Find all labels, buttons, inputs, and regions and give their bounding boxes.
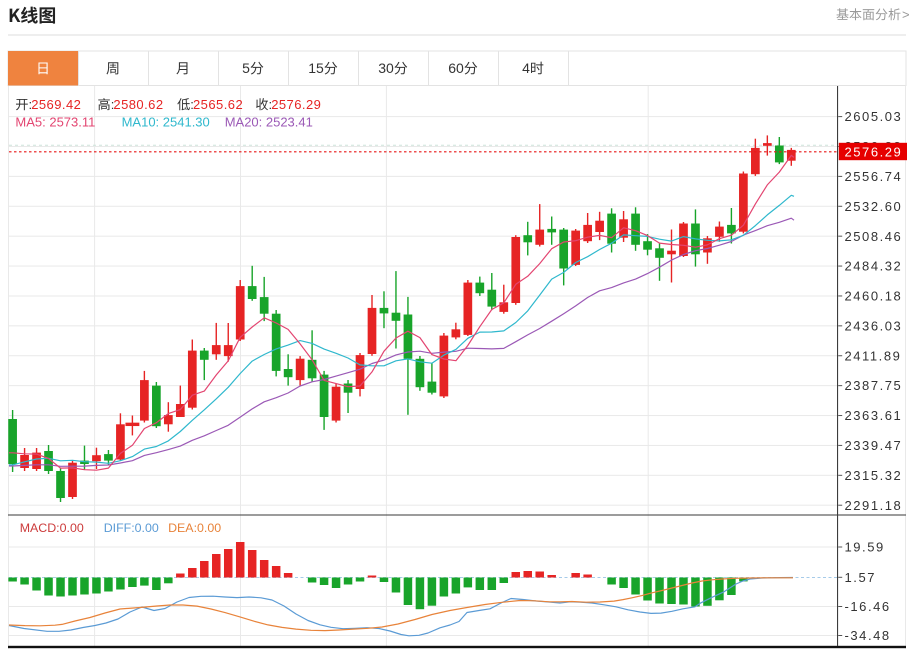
svg-text:2532.60: 2532.60 [845, 199, 903, 214]
svg-text:5: 5 [242, 60, 250, 76]
svg-text:2411.89: 2411.89 [845, 348, 902, 363]
svg-text:>: > [902, 7, 910, 22]
svg-text:2460.18: 2460.18 [845, 289, 903, 304]
svg-text:1.57: 1.57 [845, 570, 877, 585]
svg-text:2569.42: 2569.42 [31, 97, 81, 112]
svg-text:2556.74: 2556.74 [845, 169, 903, 184]
svg-text:MACD:0.00: MACD:0.00 [20, 521, 84, 535]
svg-text:2339.47: 2339.47 [845, 438, 903, 453]
svg-text:2436.03: 2436.03 [845, 318, 903, 333]
svg-text:2605.03: 2605.03 [845, 109, 903, 124]
svg-text:2576.29: 2576.29 [845, 144, 903, 159]
svg-text:2508.46: 2508.46 [845, 229, 903, 244]
svg-text:2315.32: 2315.32 [845, 468, 903, 483]
svg-text:2565.62: 2565.62 [193, 97, 243, 112]
svg-text:2387.75: 2387.75 [845, 378, 903, 393]
svg-text::: : [269, 97, 273, 112]
svg-text:MA10: 2541.30: MA10: 2541.30 [122, 115, 210, 130]
svg-text:-34.48: -34.48 [845, 628, 891, 643]
svg-text:MA5: 2573.11: MA5: 2573.11 [15, 115, 95, 130]
svg-text:60: 60 [448, 60, 464, 76]
svg-text:2484.32: 2484.32 [845, 259, 903, 274]
svg-text:2576.29: 2576.29 [271, 97, 321, 112]
svg-text:30: 30 [378, 60, 394, 76]
svg-text:19.59: 19.59 [845, 540, 885, 555]
svg-text:-16.46: -16.46 [845, 599, 891, 614]
svg-text::: : [111, 97, 115, 112]
svg-text::: : [190, 97, 194, 112]
svg-text:MA20: 2523.41: MA20: 2523.41 [225, 115, 313, 130]
svg-text:2291.18: 2291.18 [845, 498, 903, 513]
svg-text::: : [29, 97, 33, 112]
svg-text:4: 4 [522, 60, 530, 76]
svg-text:2363.61: 2363.61 [845, 408, 903, 423]
svg-text:2580.62: 2580.62 [113, 97, 163, 112]
svg-text:15: 15 [308, 60, 324, 76]
svg-text:DEA:0.00: DEA:0.00 [168, 521, 221, 535]
svg-text:DIFF:0.00: DIFF:0.00 [104, 521, 159, 535]
